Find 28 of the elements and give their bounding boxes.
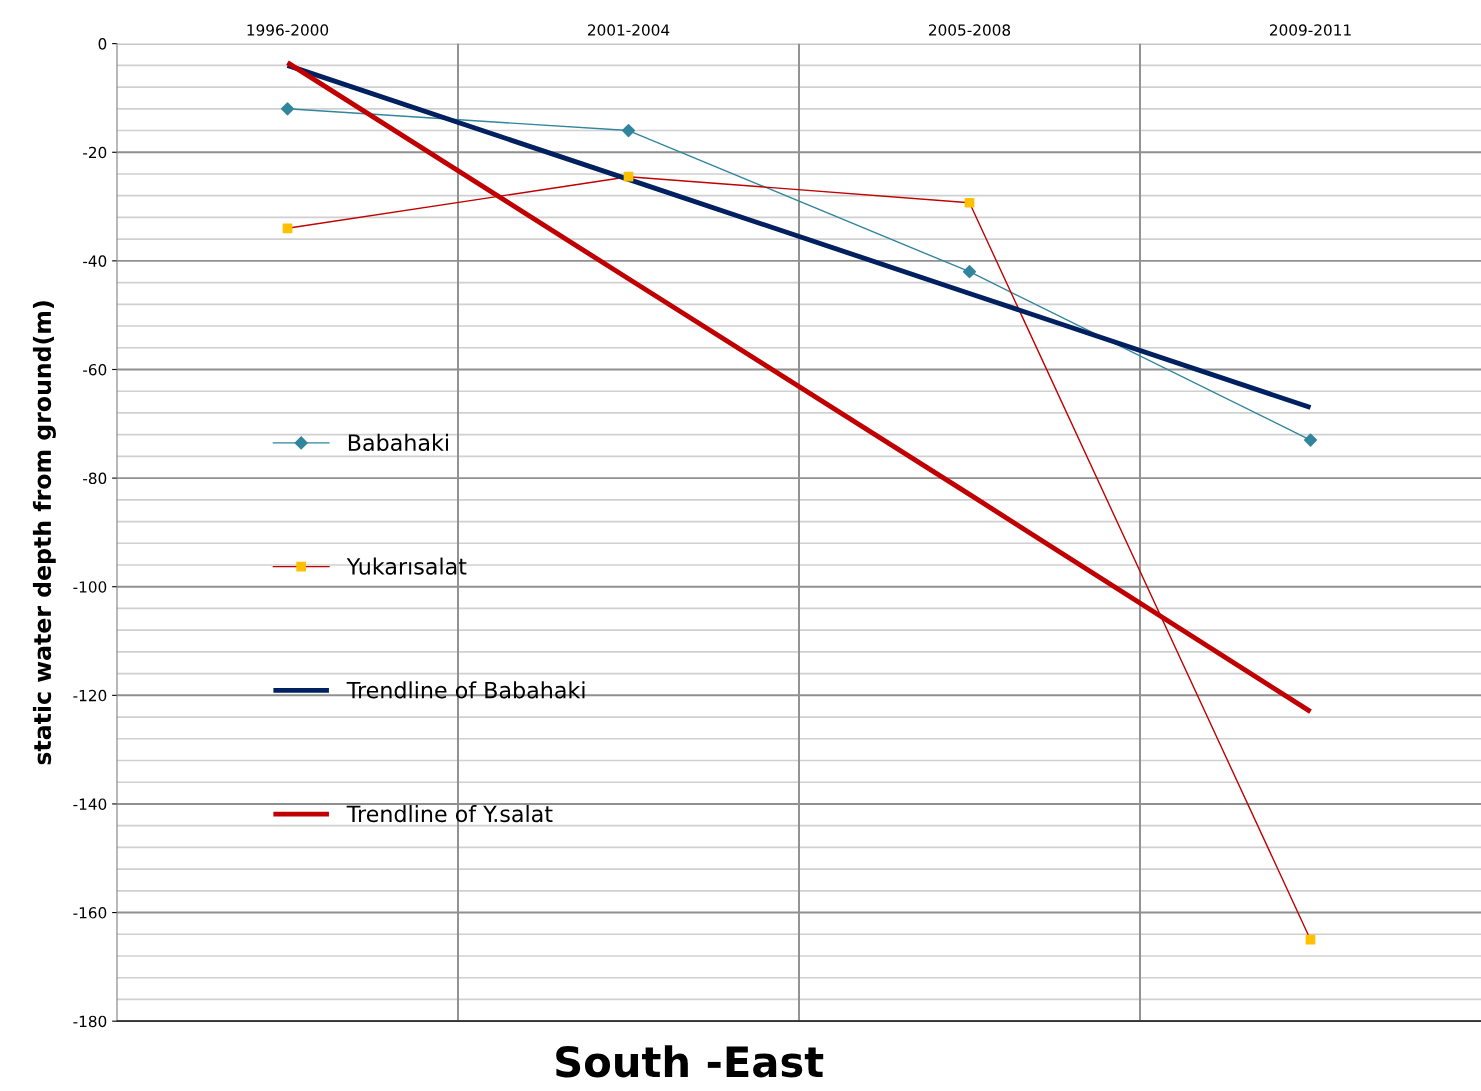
y-tick-label: -120: [73, 689, 107, 702]
point: [621, 123, 636, 138]
x-tick-label: 1996-2000: [247, 24, 329, 36]
y-tick-label: -20: [83, 146, 107, 159]
legend-label: Trendline of Y.salat: [346, 805, 553, 823]
y-tick-label: -40: [83, 255, 107, 267]
y-tick-label: -180: [73, 1015, 107, 1028]
x-tick-label: 2009-2011: [1269, 24, 1351, 36]
y-tick-label: -80: [83, 472, 107, 485]
y-axis-title: static water depth from ground(m): [32, 301, 56, 765]
legend-label: Babahaki: [348, 433, 448, 452]
point: [280, 102, 295, 116]
legend-label: Trendline of Babahaki: [346, 681, 585, 699]
x-tick-label: 2005-2008: [928, 24, 1011, 36]
x-tick-label: 2001-2004: [587, 24, 670, 36]
y-tick-label: -60: [83, 363, 107, 376]
y-tick-label: -100: [73, 581, 107, 593]
point: [964, 197, 975, 208]
y-tick-label: -160: [73, 907, 107, 919]
point: [1305, 934, 1316, 945]
point: [1303, 433, 1318, 447]
y-tick-label: -140: [73, 798, 107, 810]
text: South -East: [556, 1045, 824, 1078]
point: [962, 265, 977, 279]
y-tick-label: 0: [98, 38, 107, 50]
legend-label: Yukarısalat: [346, 557, 467, 575]
point: [623, 171, 634, 182]
point: [282, 223, 293, 234]
